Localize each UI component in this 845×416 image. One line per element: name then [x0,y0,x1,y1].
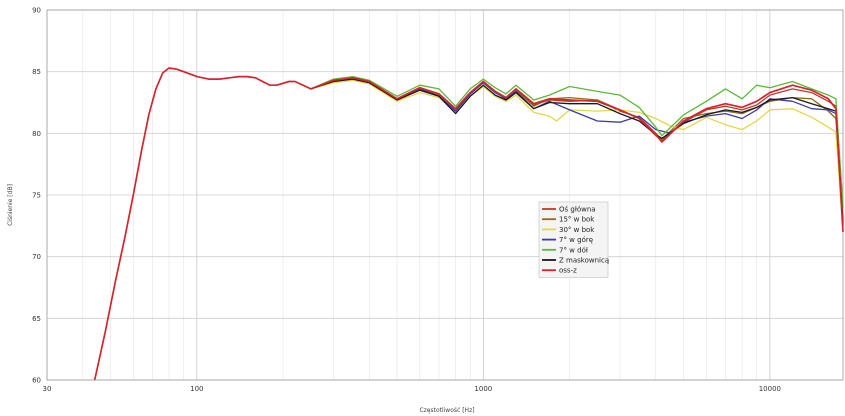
y-tick-label: 75 [32,192,41,200]
legend: Oś główna 15° w bok 30° w bok 7° w górę 7° w… [538,201,609,278]
y-axis-label: Ciśnienie [dB] [7,184,14,226]
x-tick-label: 100 [190,385,203,393]
x-tick-label: 1000 [474,385,492,393]
legend-label: 7° w górę [559,236,593,244]
series-line [310,78,844,225]
legend-label: 30° w bok [559,226,595,234]
y-tick-label: 70 [32,253,41,261]
legend-label: 7° w dół [559,246,588,254]
x-tick-label: 30 [43,385,52,393]
series-line [310,75,844,208]
legend-label: oss-z [559,267,577,275]
plot-frame [46,9,844,381]
y-tick-label: 65 [32,315,41,323]
series-line [93,67,844,381]
series-lines [93,67,844,381]
x-axis-label: Częstotliwość [Hz] [419,407,474,414]
grid [46,9,843,381]
y-tick-label: 80 [32,130,41,138]
tick-labels: 30 100 1000 10000 60 65 70 75 80 85 90 [32,7,781,394]
y-tick-label: 60 [32,377,41,385]
y-tick-label: 90 [32,7,41,15]
y-tick-label: 85 [32,68,41,76]
legend-label: Oś główna [559,206,596,214]
x-tick-label: 10000 [759,385,781,393]
legend-label: Z maskownicą [559,257,609,265]
legend-label: 15° w bok [559,216,595,224]
